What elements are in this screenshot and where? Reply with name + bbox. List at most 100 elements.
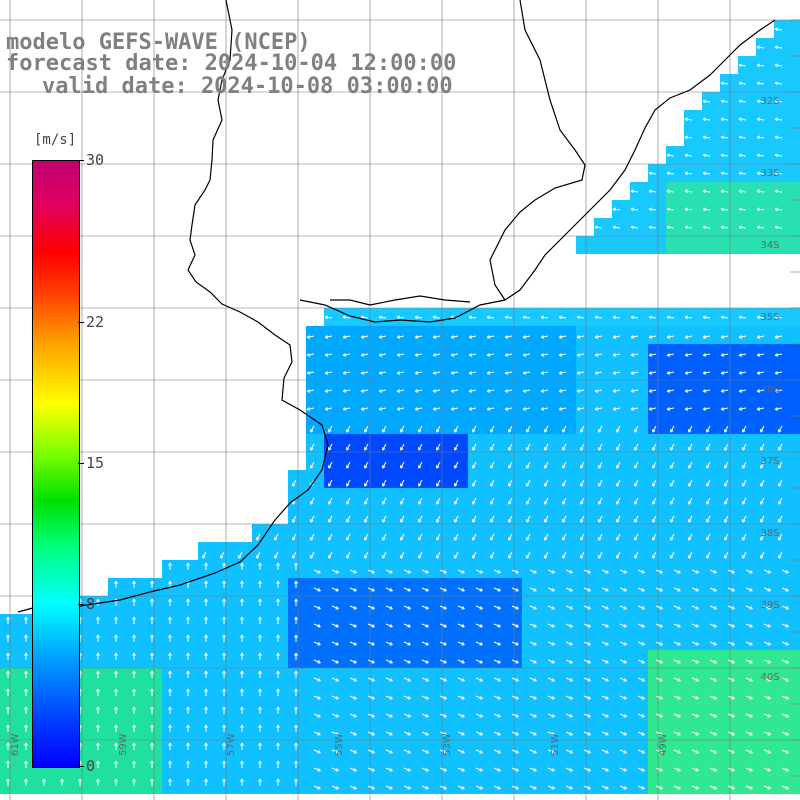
wind-speed-cell xyxy=(612,398,630,416)
wind-speed-cell xyxy=(18,722,36,740)
wind-speed-cell xyxy=(594,362,612,380)
wind-speed-cell xyxy=(432,416,450,434)
wind-speed-cell xyxy=(558,542,576,560)
wind-speed-cell xyxy=(774,200,792,218)
wind-speed-cell xyxy=(720,92,738,110)
wind-arrow xyxy=(382,533,387,541)
wind-arrow xyxy=(774,335,783,339)
colorbar-tick-mark xyxy=(78,766,84,767)
wind-speed-cell xyxy=(162,614,180,632)
wind-speed-cell xyxy=(270,722,288,740)
wind-speed-cell xyxy=(270,758,288,776)
wind-speed-cell xyxy=(234,740,252,758)
wind-speed-cell xyxy=(630,182,648,200)
wind-speed-cell xyxy=(270,560,288,578)
wind-speed-cell xyxy=(648,758,666,776)
wind-speed-cell xyxy=(72,776,90,794)
wind-arrow xyxy=(324,371,333,375)
wind-arrow xyxy=(688,461,693,469)
wind-arrow xyxy=(648,225,657,230)
wind-speed-cell xyxy=(540,722,558,740)
wind-speed-cell xyxy=(522,488,540,506)
wind-arrow xyxy=(529,713,537,718)
wind-speed-cell xyxy=(378,452,396,470)
wind-speed-cell xyxy=(522,578,540,596)
wind-speed-cell xyxy=(792,704,800,722)
wind-arrow xyxy=(565,713,573,718)
wind-arrow xyxy=(709,677,717,682)
wind-arrow xyxy=(6,634,10,642)
wind-arrow xyxy=(616,443,621,451)
wind-arrow xyxy=(439,587,447,592)
wind-arrow xyxy=(630,297,639,302)
wind-arrow xyxy=(204,652,208,660)
wind-arrow xyxy=(486,297,495,302)
wind-arrow xyxy=(364,443,369,451)
wind-speed-cell xyxy=(774,308,792,326)
wind-arrow xyxy=(436,461,441,469)
wind-arrow xyxy=(774,171,783,176)
wind-speed-cell xyxy=(342,326,360,344)
wind-arrow xyxy=(720,189,729,194)
wind-arrow xyxy=(294,670,298,678)
wind-speed-cell xyxy=(792,650,800,668)
wind-arrow xyxy=(637,659,645,664)
wind-speed-cell xyxy=(774,632,792,650)
wind-speed-cell xyxy=(666,650,684,668)
wind-arrow xyxy=(240,652,244,660)
wind-arrow xyxy=(702,117,711,122)
wind-speed-cell xyxy=(792,470,800,488)
wind-speed-cell xyxy=(666,398,684,416)
wind-speed-cell xyxy=(792,182,800,200)
wind-arrow xyxy=(756,297,765,302)
wind-speed-cell xyxy=(792,542,800,560)
wind-arrow xyxy=(220,533,225,541)
wind-speed-cell xyxy=(738,632,756,650)
wind-speed-cell xyxy=(666,578,684,596)
wind-speed-cell xyxy=(108,740,126,758)
wind-speed-cell xyxy=(396,776,414,794)
wind-speed-cell xyxy=(270,614,288,632)
wind-arrow xyxy=(684,353,693,357)
wind-arrow xyxy=(774,371,783,375)
wind-speed-cell xyxy=(324,344,342,362)
wind-arrow xyxy=(400,443,405,451)
wind-arrow xyxy=(601,767,609,772)
wind-speed-cell xyxy=(756,650,774,668)
wind-arrow xyxy=(360,389,369,393)
wind-speed-cell xyxy=(630,452,648,470)
wind-arrow xyxy=(328,551,333,559)
wind-speed-cell xyxy=(252,524,270,542)
wind-arrow xyxy=(168,760,172,768)
wind-speed-cell xyxy=(144,758,162,776)
wind-speed-cell xyxy=(486,398,504,416)
wind-speed-cell xyxy=(774,182,792,200)
wind-arrow xyxy=(400,461,405,469)
wind-speed-cell xyxy=(576,632,594,650)
wind-arrow xyxy=(454,515,459,523)
wind-speed-cell xyxy=(450,326,468,344)
wind-speed-cell xyxy=(306,434,324,452)
wind-arrow xyxy=(222,742,226,750)
wind-speed-cell xyxy=(144,668,162,686)
wind-arrow xyxy=(756,389,765,393)
wind-speed-cell xyxy=(738,578,756,596)
wind-speed-cell xyxy=(756,344,774,362)
wind-speed-cell xyxy=(720,362,738,380)
colorbar-tick-label: 0 xyxy=(86,757,96,775)
wind-arrow xyxy=(504,353,513,357)
wind-speed-cell xyxy=(756,560,774,578)
wind-arrow xyxy=(96,652,100,660)
wind-arrow xyxy=(276,742,280,750)
wind-speed-cell xyxy=(612,506,630,524)
wind-arrow xyxy=(114,634,118,642)
wind-speed-cell xyxy=(630,740,648,758)
wind-speed-cell xyxy=(612,704,630,722)
border-line xyxy=(489,0,586,301)
wind-speed-cell xyxy=(558,722,576,740)
wind-arrow xyxy=(421,677,429,682)
wind-speed-cell xyxy=(378,434,396,452)
wind-speed-cell xyxy=(792,218,800,236)
wind-speed-cell xyxy=(306,740,324,758)
wind-arrow xyxy=(637,767,645,772)
